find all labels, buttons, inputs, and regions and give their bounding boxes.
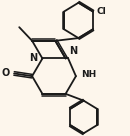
Text: N: N xyxy=(69,46,78,56)
Text: Cl: Cl xyxy=(97,7,107,16)
Text: NH: NH xyxy=(81,70,96,79)
Text: N: N xyxy=(29,53,37,63)
Text: O: O xyxy=(2,68,10,78)
